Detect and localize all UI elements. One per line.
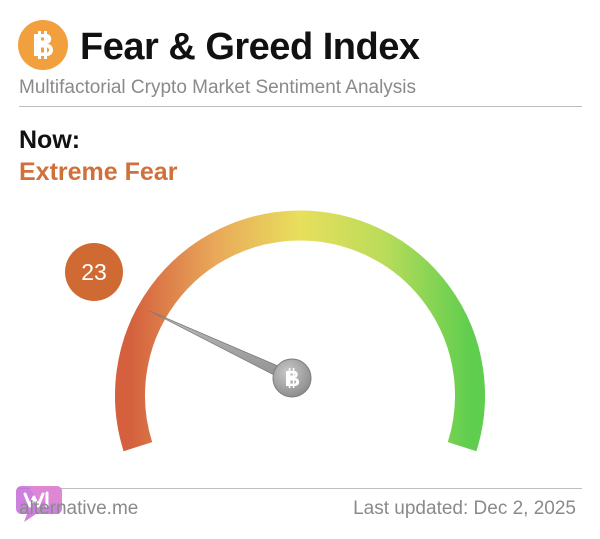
now-label: Now:: [19, 126, 81, 154]
site-name[interactable]: alternative.me: [19, 498, 139, 519]
header-divider: [19, 106, 582, 107]
gauge-arc: [115, 210, 485, 452]
page-subtitle: Multifactorial Crypto Market Sentiment A…: [19, 77, 417, 98]
bitcoin-icon: [18, 20, 68, 70]
page-header: Fear & Greed Index: [18, 20, 582, 74]
page-title: Fear & Greed Index: [80, 26, 420, 68]
bitcoin-icon: [286, 368, 300, 388]
gauge-needle: [148, 310, 295, 384]
sentiment-classification: Extreme Fear: [19, 158, 178, 186]
index-value-badge: 23: [65, 243, 123, 301]
alternative-me-logo[interactable]: [14, 482, 64, 524]
footer-divider: [19, 488, 582, 489]
last-updated: Last updated: Dec 2, 2025: [353, 498, 576, 519]
